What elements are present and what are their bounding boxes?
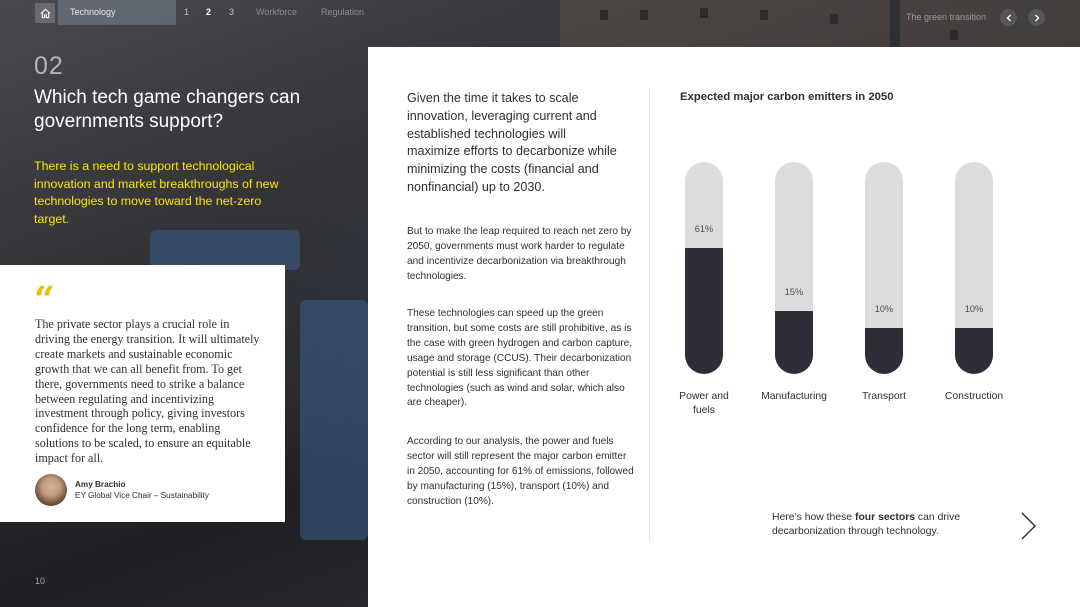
category-label: Manufacturing <box>761 391 827 402</box>
quote-author-role: EY Global Vice Chair – Sustainability <box>75 491 209 500</box>
quote-text: The private sector plays a crucial role … <box>35 317 260 466</box>
chevron-left-icon <box>1006 14 1011 21</box>
home-button[interactable] <box>35 3 55 23</box>
chart-title: Expected major carbon emitters in 2050 <box>680 91 894 103</box>
nav-chapter-label: The green transition <box>906 12 987 22</box>
body-paragraph-1: But to make the leap required to reach n… <box>407 226 632 282</box>
lead-paragraph: Given the time it takes to scale innovat… <box>407 91 617 194</box>
bar-track <box>955 162 993 374</box>
bar-track <box>865 162 903 374</box>
sectors-cta-text[interactable]: Here’s how these four sectors can drive … <box>772 511 1007 538</box>
quote-mark: “ <box>34 279 55 321</box>
cta-bold: four sectors <box>854 512 916 523</box>
data-label: 10% <box>874 304 894 314</box>
bar-track <box>775 162 813 374</box>
next-page-button[interactable] <box>1028 9 1045 26</box>
nav-section-regulation[interactable]: Regulation <box>321 7 365 17</box>
section-title: Which tech game changers can governments… <box>34 87 301 132</box>
prev-page-button[interactable] <box>1000 9 1017 26</box>
cta-prefix: Here’s how these <box>772 512 855 523</box>
data-label: 15% <box>784 287 804 297</box>
category-label: Transport <box>861 391 907 402</box>
content-panel: Given the time it takes to scale innovat… <box>368 47 1080 607</box>
avatar <box>35 474 67 506</box>
bar <box>685 248 723 374</box>
category-label: Power and fuels <box>679 391 729 416</box>
bar <box>775 311 813 374</box>
section-intro: There is a need to support technological… <box>34 159 279 226</box>
bar <box>865 328 903 374</box>
bar <box>955 328 993 374</box>
section-number: 02 <box>34 52 64 80</box>
quote-author-name: Amy Brachio <box>75 480 126 489</box>
bar-track <box>685 162 723 374</box>
chevron-right-icon <box>1034 14 1039 21</box>
nav-page-1[interactable]: 1 <box>184 7 190 17</box>
top-navigation: Technology 1 2 3 Workforce Regulation Th… <box>0 0 1080 26</box>
nav-page-2[interactable]: 2 <box>206 7 212 17</box>
nav-page-3[interactable]: 3 <box>229 7 235 17</box>
nav-section-workforce[interactable]: Workforce <box>256 7 297 17</box>
column-divider <box>649 89 650 541</box>
category-label: Construction <box>944 391 1004 402</box>
home-icon <box>40 8 50 18</box>
body-paragraph-2: These technologies can speed up the gree… <box>407 308 633 409</box>
data-label: 10% <box>964 304 984 314</box>
cta-suffix: can drive decarbonization through techno… <box>772 512 961 537</box>
chevron-right-icon[interactable] <box>1019 511 1039 541</box>
body-paragraph-3: According to our analysis, the power and… <box>407 436 634 507</box>
nav-section-technology[interactable]: Technology <box>70 7 116 17</box>
page-number: 10 <box>35 576 46 586</box>
nav-section-active-bg <box>58 0 176 25</box>
quote-card: “ The private sector plays a crucial rol… <box>0 265 285 522</box>
data-label: 61% <box>694 224 714 234</box>
